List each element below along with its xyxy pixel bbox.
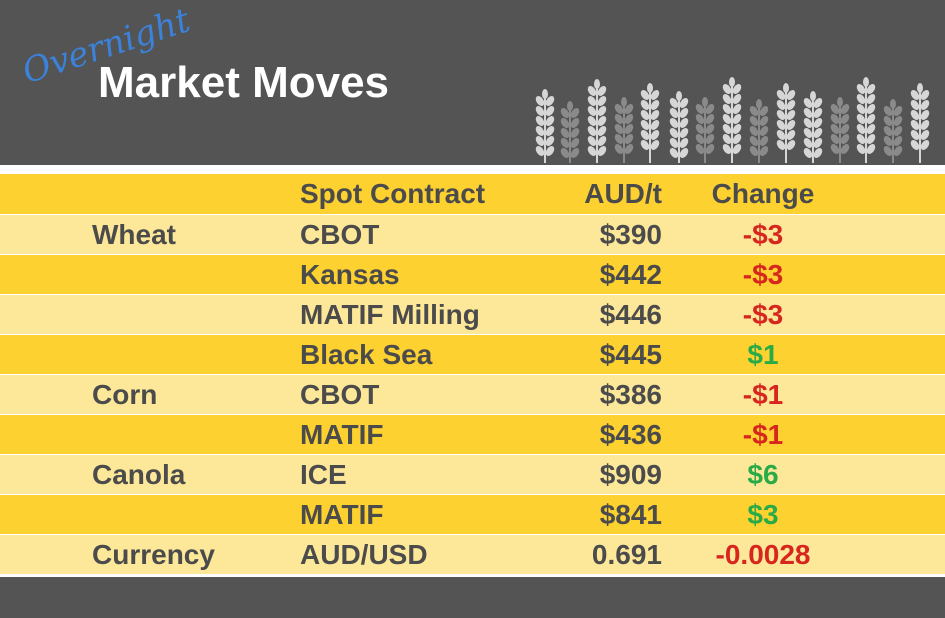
wheat-stalk: [856, 77, 876, 163]
change: $3: [747, 499, 779, 530]
wheat-stalk: [535, 89, 555, 163]
wheat-stalk: [560, 101, 580, 163]
commodity: Currency: [92, 539, 215, 570]
change: $1: [747, 339, 779, 370]
price: $445: [599, 339, 662, 370]
wheat-stalk: [803, 91, 823, 163]
table-row: Currency AUD/USD 0.691 -0.0028: [0, 535, 945, 574]
commodity: Wheat: [92, 219, 176, 250]
commodity: Corn: [92, 379, 158, 410]
table-row: MATIF $841 $3: [0, 495, 945, 534]
wheat-stalk: [587, 79, 607, 163]
wheat-stalk: [830, 97, 850, 163]
table-row: Black Sea $445 $1: [0, 335, 945, 374]
change: -$3: [742, 219, 784, 250]
contract: Black Sea: [300, 339, 433, 370]
contract: MATIF: [300, 499, 384, 530]
column-header: AUD/t: [584, 178, 662, 209]
wheat-stalk: [640, 83, 660, 163]
table-row: Wheat CBOT $390 -$3: [0, 215, 945, 254]
table-row: MATIF Milling $446 -$3: [0, 295, 945, 334]
table-row: Canola ICE $909 $6: [0, 455, 945, 494]
change: $6: [747, 459, 779, 490]
table-row: MATIF $436 -$1: [0, 415, 945, 454]
contract: MATIF Milling: [300, 299, 480, 330]
wheat-icons: [535, 77, 930, 163]
price: $841: [599, 499, 662, 530]
wheat-stalk: [776, 83, 796, 163]
price: $386: [599, 379, 662, 410]
change: -$3: [742, 299, 784, 330]
price: 0.691: [591, 539, 662, 570]
price: $390: [599, 219, 662, 250]
header-row: Spot Contract AUD/t Change: [0, 174, 945, 214]
wheat-stalk: [749, 99, 769, 163]
change: -$1: [742, 419, 784, 450]
contract: ICE: [300, 459, 347, 490]
price: $909: [599, 459, 662, 490]
price: $446: [599, 299, 662, 330]
table-row: Kansas $442 -$3: [0, 255, 945, 294]
wheat-stalk: [910, 83, 930, 163]
column-header: Change: [711, 178, 815, 209]
wheat-stalk: [722, 77, 742, 163]
contract: MATIF: [300, 419, 384, 450]
wheat-stalk: [695, 97, 715, 163]
change: -0.0028: [715, 539, 811, 570]
column-header: Spot Contract: [300, 178, 486, 209]
commodity: Canola: [92, 459, 186, 490]
contract: CBOT: [300, 379, 380, 410]
footer-band: [0, 577, 945, 618]
contract: Kansas: [300, 259, 400, 290]
price: $436: [599, 419, 662, 450]
contract: CBOT: [300, 219, 380, 250]
price: $442: [599, 259, 662, 290]
change: -$1: [742, 379, 784, 410]
header-band: Overnight Market Moves: [0, 0, 945, 165]
change: -$3: [742, 259, 784, 290]
title: Market Moves: [98, 58, 390, 107]
contract: AUD/USD: [300, 539, 428, 570]
table-row: Corn CBOT $386 -$1: [0, 375, 945, 414]
wheat-stalk: [614, 97, 634, 163]
wheat-stalk: [883, 99, 903, 163]
wheat-stalk: [669, 91, 689, 163]
